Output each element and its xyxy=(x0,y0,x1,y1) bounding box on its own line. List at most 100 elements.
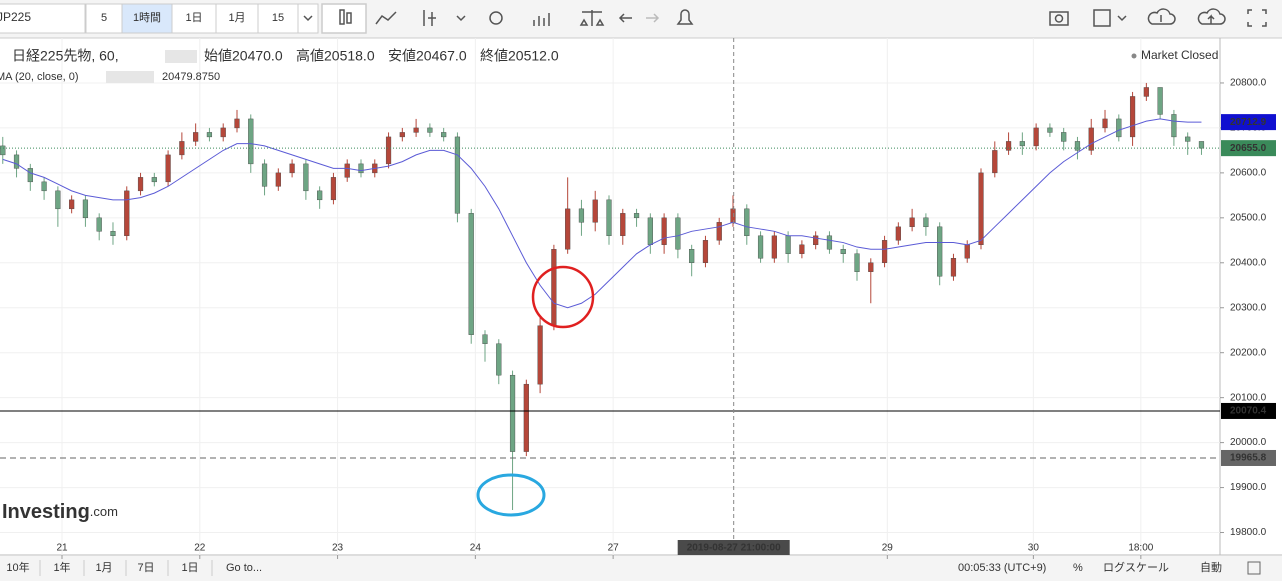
symbol: JP225 xyxy=(0,10,31,24)
interval-label: 1月 xyxy=(228,12,245,24)
candle-body xyxy=(69,199,75,210)
candle-body xyxy=(110,231,116,237)
range-button[interactable]: 7日 xyxy=(137,562,154,574)
candle-body xyxy=(909,217,915,228)
candle-body xyxy=(1033,127,1039,147)
interval-button[interactable] xyxy=(85,3,123,34)
icon xyxy=(423,10,436,26)
candle-body xyxy=(592,199,598,223)
ohlc-value: 20467.0 xyxy=(416,48,467,64)
indicator-value: 20479.8750 xyxy=(162,71,220,83)
candle-body xyxy=(179,141,185,156)
range-button[interactable]: 1月 xyxy=(95,562,112,574)
y-tick-label: 20800.0 xyxy=(1230,78,1267,89)
candle-body xyxy=(413,127,419,133)
icon xyxy=(339,9,345,25)
candle-body xyxy=(813,235,819,246)
candle-body xyxy=(881,240,888,263)
footer xyxy=(0,556,1282,581)
candle-body xyxy=(895,226,901,241)
dropdown[interactable] xyxy=(297,3,319,34)
candle-body xyxy=(1116,118,1122,138)
highlight-ellipse xyxy=(476,473,546,517)
x-tick-label: 21 xyxy=(56,543,68,554)
x-tick-label: 24 xyxy=(470,543,482,554)
candle-body xyxy=(1005,141,1012,151)
ohlc-name: 始値 xyxy=(204,48,232,64)
x-tick-label: 27 xyxy=(608,543,620,554)
candle-body xyxy=(55,190,61,210)
candle-body xyxy=(358,163,364,174)
ohlc-name: 安値 xyxy=(388,48,416,64)
candle-body xyxy=(633,213,640,219)
market-status: Market Closed xyxy=(1141,48,1218,62)
log-toggle[interactable]: ログスケール xyxy=(1103,560,1169,574)
candle-body xyxy=(716,222,722,241)
candle-body xyxy=(261,163,268,187)
candle-body xyxy=(730,208,736,223)
crosshair-label: 2019-08-27 21:00:00 xyxy=(687,543,781,554)
dropdown-arrow xyxy=(303,15,313,22)
x-tick-label: 30 xyxy=(1028,543,1040,554)
interval-label: 1時間 xyxy=(133,11,161,24)
candle-body xyxy=(41,181,47,192)
candle-body xyxy=(303,163,309,192)
x-tick-label: 29 xyxy=(882,543,894,554)
y-tick-label: 20000.0 xyxy=(1230,437,1267,448)
ohlc-value: 20470.0 xyxy=(232,48,283,64)
candle-body xyxy=(151,177,157,183)
x-tick-label: 23 xyxy=(332,543,344,554)
candle-body xyxy=(840,249,846,254)
candle-body xyxy=(248,118,254,165)
settings-icon xyxy=(1247,561,1261,575)
icon xyxy=(676,9,694,25)
candle-body xyxy=(1088,127,1094,151)
ma-line xyxy=(2,118,1202,309)
symbol-box[interactable] xyxy=(0,3,86,34)
x-tick-label: 18:00 xyxy=(1128,543,1153,554)
interval-label: 15 xyxy=(272,12,284,24)
candle-body xyxy=(1047,127,1053,133)
candle-body xyxy=(1129,96,1136,138)
candle-body xyxy=(82,199,89,219)
price-tag-label: 20655.0 xyxy=(1230,143,1267,154)
candle-body xyxy=(523,383,529,452)
candle-body xyxy=(937,226,943,277)
range-button[interactable]: 10年 xyxy=(6,560,29,574)
y-tick-label: 20500.0 xyxy=(1230,212,1267,223)
candle-body xyxy=(385,136,392,165)
price-tag xyxy=(1221,114,1276,131)
y-tick-label: 20300.0 xyxy=(1230,302,1267,313)
candle-body xyxy=(1074,141,1081,151)
icon xyxy=(1117,15,1127,22)
icon xyxy=(1197,8,1226,25)
watermark-suffix: .com xyxy=(90,504,118,519)
candle-body xyxy=(785,235,791,254)
icon xyxy=(456,15,466,22)
candle-body xyxy=(565,208,571,250)
percent-toggle[interactable]: % xyxy=(1073,562,1083,574)
icon xyxy=(1054,14,1064,23)
auto-toggle[interactable]: 自動 xyxy=(1200,560,1222,574)
candle-body xyxy=(1019,141,1025,147)
icon xyxy=(579,10,605,26)
y-tick-label: 19900.0 xyxy=(1230,482,1267,493)
candle-body xyxy=(234,118,240,129)
watermark: Investing.com xyxy=(2,501,118,523)
candle-body xyxy=(1143,87,1149,97)
icon xyxy=(346,12,352,24)
candle-body xyxy=(124,190,130,237)
candle-body xyxy=(578,208,585,223)
price-tag-label: 20070.4 xyxy=(1230,406,1267,417)
y-tick-label: 20100.0 xyxy=(1230,392,1267,403)
interval-button[interactable] xyxy=(121,3,173,34)
candle-body xyxy=(1198,141,1205,149)
candle-body xyxy=(427,127,433,133)
candle-body xyxy=(950,258,957,277)
range-button[interactable]: 1日 xyxy=(181,562,198,574)
range-button[interactable]: 1年 xyxy=(53,560,70,574)
candle-body xyxy=(96,217,102,232)
crosshair-tag xyxy=(677,540,790,555)
goto-button[interactable]: Go to... xyxy=(226,562,262,574)
candle-body xyxy=(964,244,970,259)
